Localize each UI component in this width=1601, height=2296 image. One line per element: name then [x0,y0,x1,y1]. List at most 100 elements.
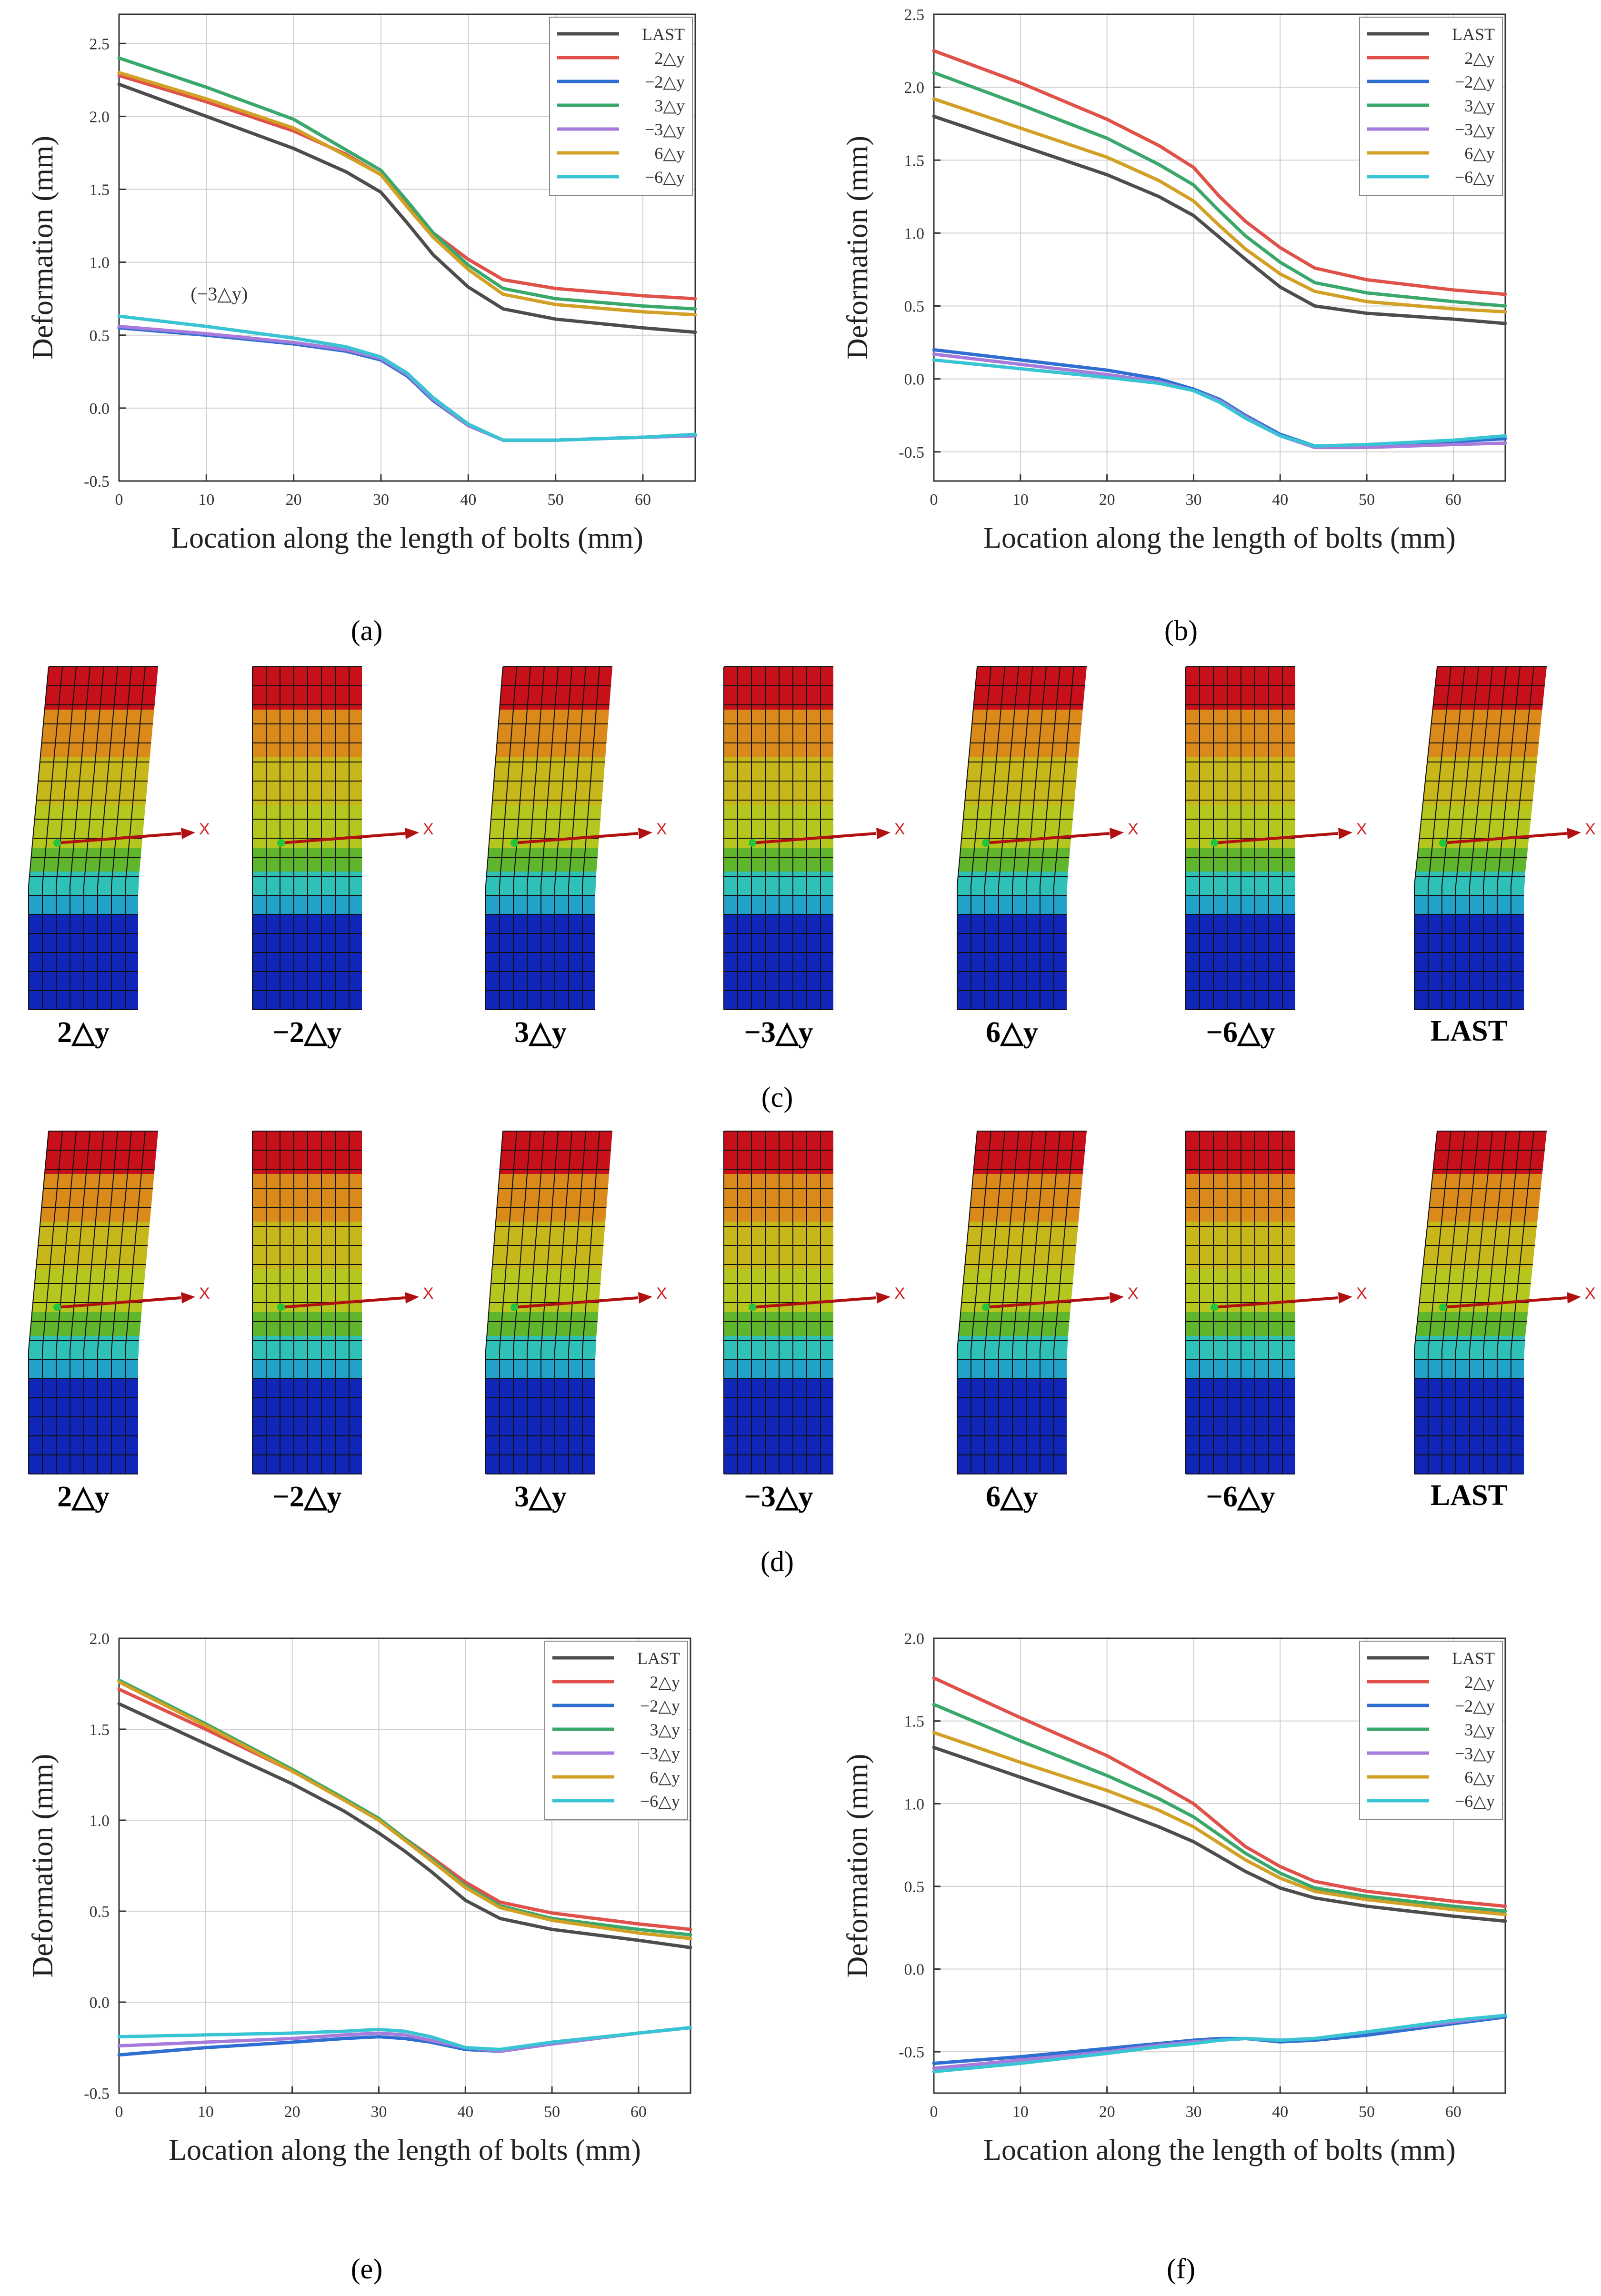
bolt-mesh-line [1483,1131,1507,1351]
bolt-mesh-line [1441,666,1465,886]
x-tick-label: 0 [930,491,938,509]
bolt-mesh-line [1428,1131,1451,1351]
x-tick-label: 40 [460,491,476,509]
bolt-mesh-line [28,1131,49,1351]
series-line-LAST [932,114,1507,325]
bolt-mesh-line [971,1131,991,1351]
y-tick-label: 1.5 [90,181,110,199]
legend-label: 3△y [1464,96,1495,115]
x-tick-label: 60 [1445,491,1461,509]
caption-a: (a) [350,615,383,646]
bolt-mesh-line [1053,666,1074,886]
chart-panel-b: 0 10 20 30 40 50 60 -0.5 0.0 0.5 1.0 1.5 2.0 2.5 Locat… [841,6,1507,554]
series-line-2△y [932,1676,1507,1908]
series-line-LAST [932,1745,1507,1923]
bolt-mesh-line [1511,1131,1534,1351]
bolt-mesh-line [1026,666,1047,886]
series-line--6△y [117,2025,692,2051]
bolt-axis-arrowhead [638,828,652,839]
x-tick-label: 40 [1272,2103,1288,2121]
bolt-origin-marker [1439,839,1447,847]
y-tick-label: 1.0 [904,225,925,242]
bolt-load-label: 3△y [514,1481,567,1513]
x-tick-label: 50 [1359,2103,1375,2121]
bolt-axis-label: X [1128,1284,1139,1303]
bolt-load-label: −6△y [1206,1481,1275,1513]
y-tick-label: 0.5 [90,1903,110,1921]
bolt-mesh-line [42,666,63,886]
series-line-LAST [117,82,697,334]
bolt-axis-arrowhead [1110,828,1124,839]
bolt-mesh-line [499,666,517,886]
legend-label: −6△y [640,1792,680,1811]
caption-d: (d) [760,1546,794,1577]
bolt-axis-arrow [57,1296,181,1309]
series-line--6△y [117,314,697,442]
bolt-axis-arrowhead [1338,828,1352,839]
bolt-origin-marker [510,1303,518,1311]
bolt-mesh-line [125,1131,146,1351]
x-tick-label: 40 [1272,491,1288,509]
bolt-axis-label: X [423,820,434,838]
chart-panel-a: 0 10 20 30 40 50 60 -0.5 0.0 0.5 1.0 1.5 2.0 2.5 Locat… [27,13,697,554]
x-axis-label: Location along the length of bolts (mm) [983,522,1456,554]
bolt-mesh-line [998,1131,1019,1351]
legend-label: 2△y [1464,49,1495,68]
bolt-axis-label: X [1356,820,1367,838]
bolt-load-label: −2△y [272,1481,342,1513]
bolt-axis-label: X [656,1284,667,1303]
bolt-mesh-line [1040,666,1061,886]
x-tick-label: 60 [1445,2103,1461,2121]
bolt-render: X [252,666,434,1010]
bolt-origin-marker [277,839,285,847]
bolt-axis-arrow [57,832,181,844]
legend-label: 6△y [1464,144,1495,163]
bolt-mesh-line [111,1131,132,1351]
bolt-mesh-line [1428,666,1451,886]
plot-frame [933,1637,1506,2094]
bolt-render: X [485,1131,667,1474]
bolt-mesh-line [1469,666,1493,886]
x-tick-label: 20 [286,491,302,509]
legend-label: 2△y [654,49,685,68]
bolt-load-label: 3△y [514,1016,567,1049]
bolt-mesh-line [28,666,49,886]
bolt-mesh-line [1497,1131,1521,1351]
bolt-mesh-line [83,666,104,886]
caption-b: (b) [1164,615,1198,646]
bolt-axis-label: X [199,1284,210,1303]
legend-label: LAST [1452,1649,1495,1668]
bolt-origin-marker [1211,1303,1218,1311]
y-tick-label: 0.5 [904,1878,925,1896]
x-tick-label: 60 [635,491,651,509]
bolt-render-row-d: X 2△y X −2△y X 3△y X −3△y X 6△y X −6△y X LAST [0,1126,1601,1536]
bolt-origin-marker [510,839,518,847]
series-line--2△y [117,326,697,442]
y-axis-label: Deformation (mm) [841,1754,874,1977]
series-line-3△y [932,1703,1507,1913]
series-line-3△y [117,56,697,311]
legend-label: 2△y [1464,1673,1495,1692]
bolt-load-label: −2△y [272,1016,342,1049]
x-tick-label: 0 [115,491,123,509]
bolt-mesh-line [513,666,531,886]
y-tick-label: 1.0 [90,1812,110,1830]
bolt-mesh-line [957,666,978,886]
bolt-load-label: 2△y [57,1016,110,1049]
x-tick-label: 30 [373,491,389,509]
bolt-mesh-line [42,1131,63,1351]
bolt-mesh-line [70,666,90,886]
bolt-render: X [957,1131,1139,1474]
bolt-render: X [28,1131,210,1474]
bolt-load-label: 6△y [986,1016,1038,1049]
bolt-axis-arrowhead [1567,1292,1581,1303]
caption-c: (c) [761,1082,793,1113]
legend-box [1359,1641,1503,1820]
y-tick-label: -0.5 [84,473,110,491]
bolt-origin-marker [277,1303,285,1311]
bolt-mesh-line [971,666,991,886]
bolt-mesh-line [1497,666,1521,886]
x-tick-label: 10 [198,2103,214,2121]
bolt-axis-arrow [752,832,877,844]
x-axis-label: Location along the length of bolts (mm) [169,2134,641,2166]
